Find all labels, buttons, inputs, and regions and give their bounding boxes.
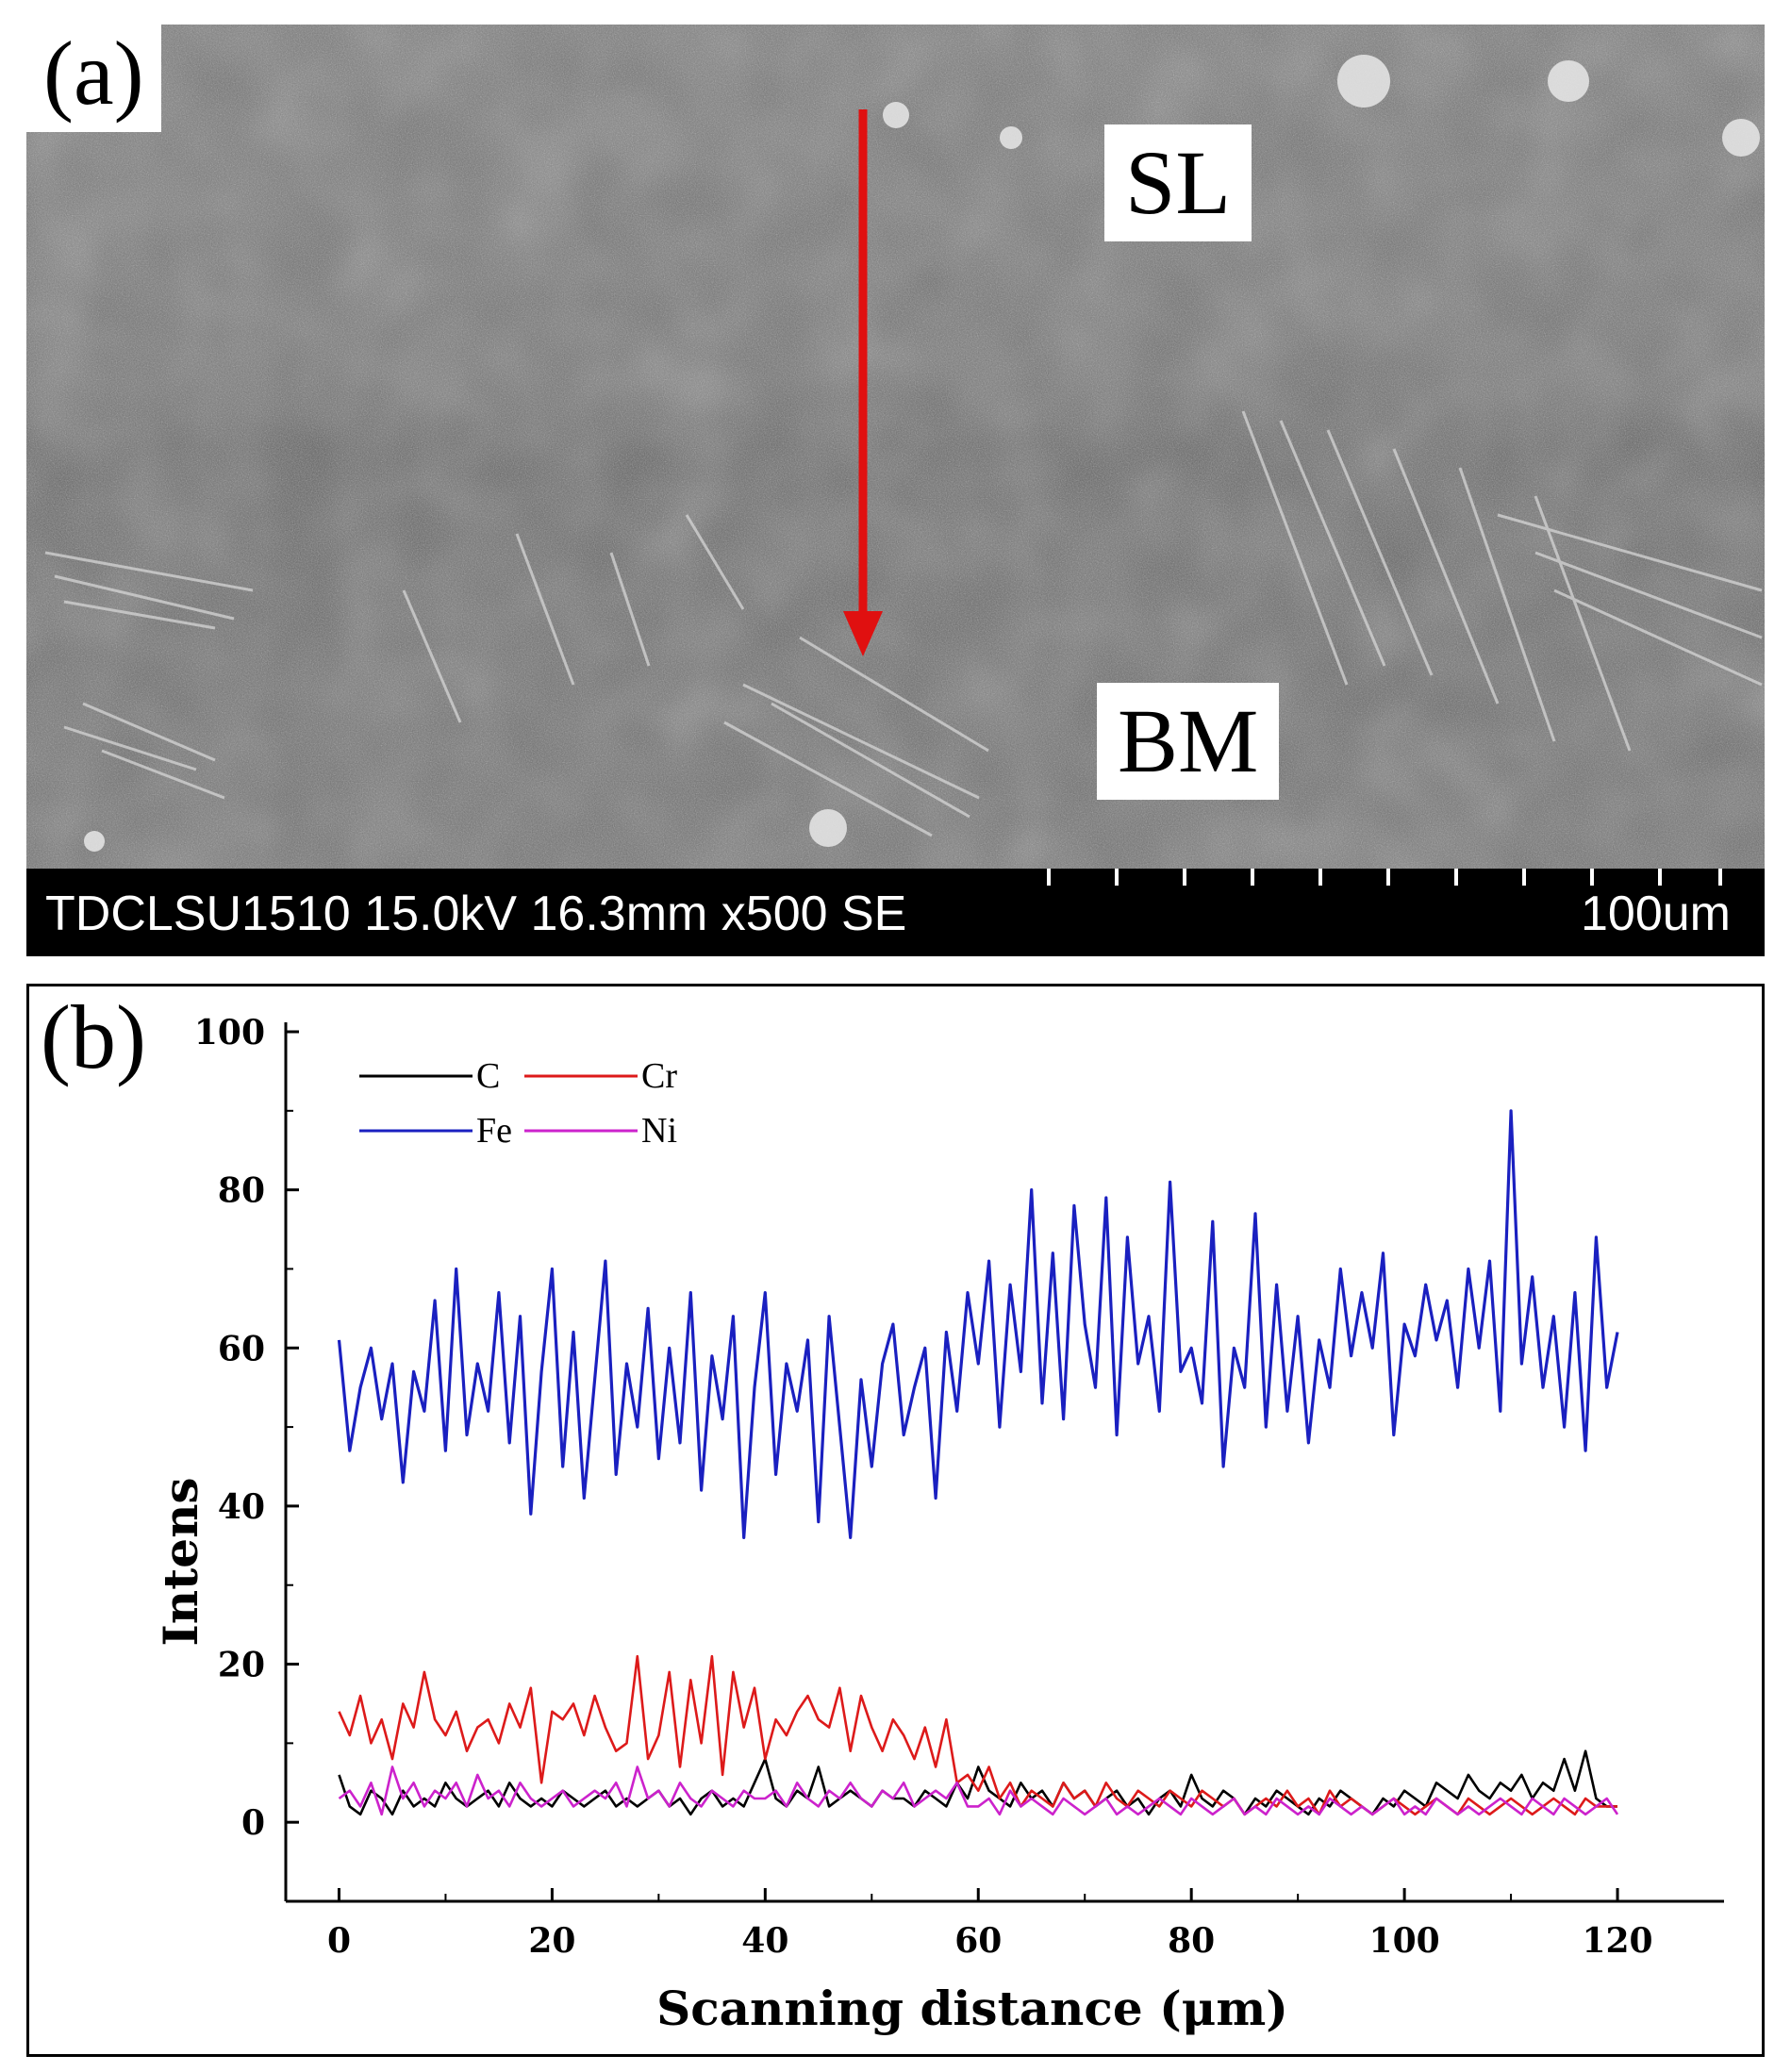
y-tick-label: 100	[194, 1013, 265, 1053]
y-axis-title: Intens	[153, 1477, 208, 1646]
y-tick-label: 60	[218, 1329, 265, 1368]
dendrite-features	[44, 410, 1763, 837]
x-tick-label: 60	[954, 1921, 1002, 1961]
chart-panel: 0 20 40 60 80 100 0 20 40 60 80 100 120 C Cr Fe Ni Inte…	[26, 984, 1765, 2057]
legend-label-cr: Cr	[641, 1056, 677, 1096]
y-tick-label: 0	[241, 1803, 265, 1843]
series-line-cr	[338, 1654, 1617, 1816]
x-tick-label: 100	[1369, 1921, 1440, 1961]
y-tick-label: 40	[218, 1487, 265, 1527]
legend-label-fe: Fe	[476, 1111, 512, 1151]
y-tick-label: 20	[218, 1646, 265, 1685]
panel-a-label: (a)	[26, 25, 161, 132]
legend-label-c: C	[476, 1056, 500, 1096]
scale-bar-ticks	[1047, 869, 1722, 886]
x-tick-label: 40	[741, 1921, 788, 1961]
scale-bar-label: 100um	[1581, 887, 1731, 941]
line-scan-chart: 0 20 40 60 80 100 0 20 40 60 80 100 120 C Cr Fe Ni Inte…	[153, 1013, 1724, 2036]
x-tick-label: 0	[327, 1921, 351, 1961]
y-tick-label: 80	[218, 1171, 265, 1211]
micrograph-texture	[26, 25, 1765, 869]
bright-particles	[84, 55, 1760, 852]
sem-panel: (a) SL BM TDCLSU1510 15.0kV 16.3mm x500 …	[26, 25, 1765, 956]
series-line-ni	[338, 1765, 1619, 1816]
sem-parameters: TDCLSU1510 15.0kV 16.3mm x500 SE	[45, 887, 907, 941]
x-tick-label: 80	[1168, 1921, 1215, 1961]
scan-arrow	[843, 109, 883, 656]
series-line-c	[338, 1749, 1617, 1816]
x-tick-label: 20	[528, 1921, 575, 1961]
series-line-fe	[337, 1109, 1619, 1540]
region-label-sl: SL	[1104, 124, 1252, 241]
sem-micrograph	[26, 25, 1765, 869]
x-axis-title: Scanning distance (μm)	[656, 1981, 1288, 2036]
region-label-bm: BM	[1097, 683, 1280, 800]
panel-b-label: (b)	[41, 986, 146, 1087]
legend-label-ni: Ni	[641, 1111, 677, 1151]
x-tick-label: 120	[1582, 1921, 1652, 1961]
sem-info-bar: TDCLSU1510 15.0kV 16.3mm x500 SE 100um	[26, 869, 1765, 956]
